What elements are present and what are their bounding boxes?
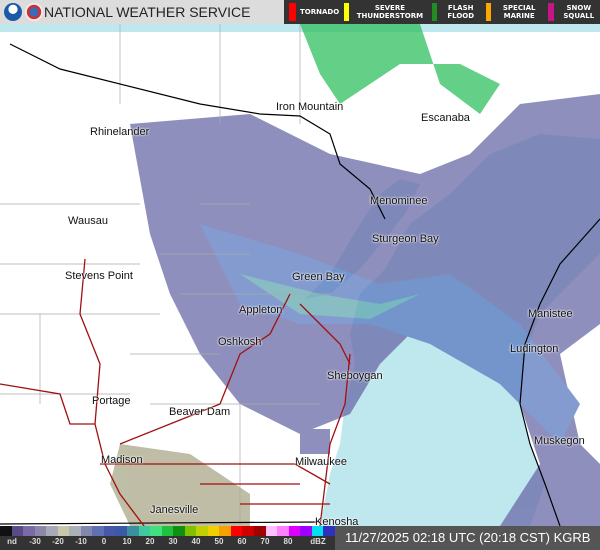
- scale-swatch: [138, 526, 151, 536]
- scale-tick-label: 60: [237, 537, 247, 546]
- city-label: Stevens Point: [65, 270, 133, 282]
- city-label: Beaver Dam: [169, 406, 231, 418]
- scale-swatch: [219, 526, 231, 536]
- scale-swatch: [57, 526, 70, 536]
- warning-label: SPECIAL MARINE: [502, 4, 536, 20]
- scale-swatch: [103, 526, 116, 536]
- city-label: Wausau: [68, 215, 108, 227]
- scale-tick-label: -10: [75, 537, 87, 546]
- scale-swatch: [300, 526, 312, 536]
- scale-tick-label: 20: [145, 537, 155, 546]
- nws-logo-icon: [25, 3, 43, 21]
- city-label: Sturgeon Bay: [372, 233, 439, 245]
- reflectivity-legend: nd -30 -20 -10 0 10 20 30 40 50 60 70 80 dBZ: [0, 526, 335, 550]
- scale-swatch: [242, 526, 255, 536]
- scale-tick-label: 30: [168, 537, 178, 546]
- scale-swatch: [34, 526, 47, 536]
- page-title: NATIONAL WEATHER SERVICE: [44, 4, 251, 20]
- city-label: Rhinelander: [90, 126, 150, 138]
- warning-item: SEVERE THUNDERSTORM: [344, 3, 426, 21]
- warning-item: SNOW SQUALL: [548, 3, 600, 21]
- warning-swatch: [548, 3, 554, 21]
- scale-tick-label: dBZ: [310, 537, 326, 546]
- radar-map[interactable]: [0, 24, 600, 526]
- scale-swatch: [69, 526, 81, 536]
- warning-item: SPECIAL MARINE: [485, 3, 544, 21]
- scale-swatch: [196, 526, 208, 536]
- state-borders: [0, 43, 600, 526]
- city-label: Milwaukee: [295, 456, 347, 468]
- scale-swatch: [311, 526, 324, 536]
- scale-swatch: [92, 526, 104, 536]
- city-label: Oshkosh: [218, 336, 262, 348]
- timestamp: 11/27/2025 02:18 UTC (20:18 CST) KGRB: [335, 526, 600, 550]
- city-label: Escanaba: [421, 112, 470, 124]
- warning-label: SEVERE THUNDERSTORM: [356, 4, 424, 20]
- scale-tick-label: 70: [260, 537, 270, 546]
- warning-swatch: [485, 3, 491, 21]
- city-label: Iron Mountain: [276, 101, 344, 113]
- scale-tick-label: -30: [29, 537, 41, 546]
- warning-swatch: [431, 3, 437, 21]
- scale-swatch: [23, 526, 35, 536]
- scale-tick-label: 40: [191, 537, 201, 546]
- warning-label: FLASH FLOOD: [447, 4, 475, 20]
- scale-swatch: [323, 526, 335, 536]
- header: NATIONAL WEATHER SERVICE TORNADO SEVERE T…: [0, 0, 600, 24]
- warning-item: FLASH FLOOD: [431, 3, 481, 21]
- scale-swatch: [207, 526, 220, 536]
- scale-swatch: [115, 526, 128, 536]
- scale-swatch: [46, 526, 58, 536]
- city-label: Portage: [92, 395, 131, 407]
- scale-swatch: [254, 526, 266, 536]
- scale-swatch: [184, 526, 197, 536]
- county-borders: [0, 24, 330, 526]
- scale-tick-label: -20: [52, 537, 64, 546]
- scale-swatch: [288, 526, 301, 536]
- scale-swatch: [161, 526, 174, 536]
- scale-swatch: [265, 526, 278, 536]
- warning-item: TORNADO: [289, 3, 339, 21]
- scale-swatch: [11, 526, 24, 536]
- scale-tick-label: nd: [7, 537, 17, 546]
- scale-swatch: [127, 526, 139, 536]
- city-label: Ludington: [510, 343, 559, 355]
- noaa-logo-icon: [4, 3, 22, 21]
- scale-swatch: [277, 526, 289, 536]
- scale-ticks: nd -30 -20 -10 0 10 20 30 40 50 60 70 80 dBZ: [0, 537, 335, 549]
- scale-tick-label: 80: [283, 537, 293, 546]
- city-label: Madison: [101, 454, 143, 466]
- highways: [0, 258, 351, 526]
- city-label: Kenosha: [315, 516, 359, 528]
- scale-swatch: [230, 526, 243, 536]
- warning-legend: TORNADO SEVERE THUNDERSTORM FLASH FLOOD SPE…: [284, 0, 600, 24]
- logos: [4, 3, 43, 21]
- scale-tick-label: 10: [122, 537, 132, 546]
- scale-swatch: [173, 526, 185, 536]
- scale-swatch: [80, 526, 93, 536]
- color-scale: [0, 526, 335, 536]
- city-label: Appleton: [239, 304, 283, 316]
- scale-tick-label: 50: [214, 537, 224, 546]
- warning-label: SNOW SQUALL: [563, 4, 595, 20]
- radar-echoes: [110, 24, 600, 526]
- scale-tick-label: 0: [101, 537, 107, 546]
- city-label: Menominee: [370, 195, 428, 207]
- city-label: Muskegon: [534, 435, 585, 447]
- warning-label: TORNADO: [300, 8, 340, 16]
- city-label: Janesville: [150, 504, 199, 516]
- scale-swatch: [0, 526, 12, 536]
- city-label: Green Bay: [292, 271, 345, 283]
- city-label: Manistee: [528, 308, 573, 320]
- warning-swatch: [289, 3, 296, 21]
- city-label: Sheboygan: [327, 370, 383, 382]
- warning-swatch: [344, 3, 350, 21]
- scale-swatch: [150, 526, 162, 536]
